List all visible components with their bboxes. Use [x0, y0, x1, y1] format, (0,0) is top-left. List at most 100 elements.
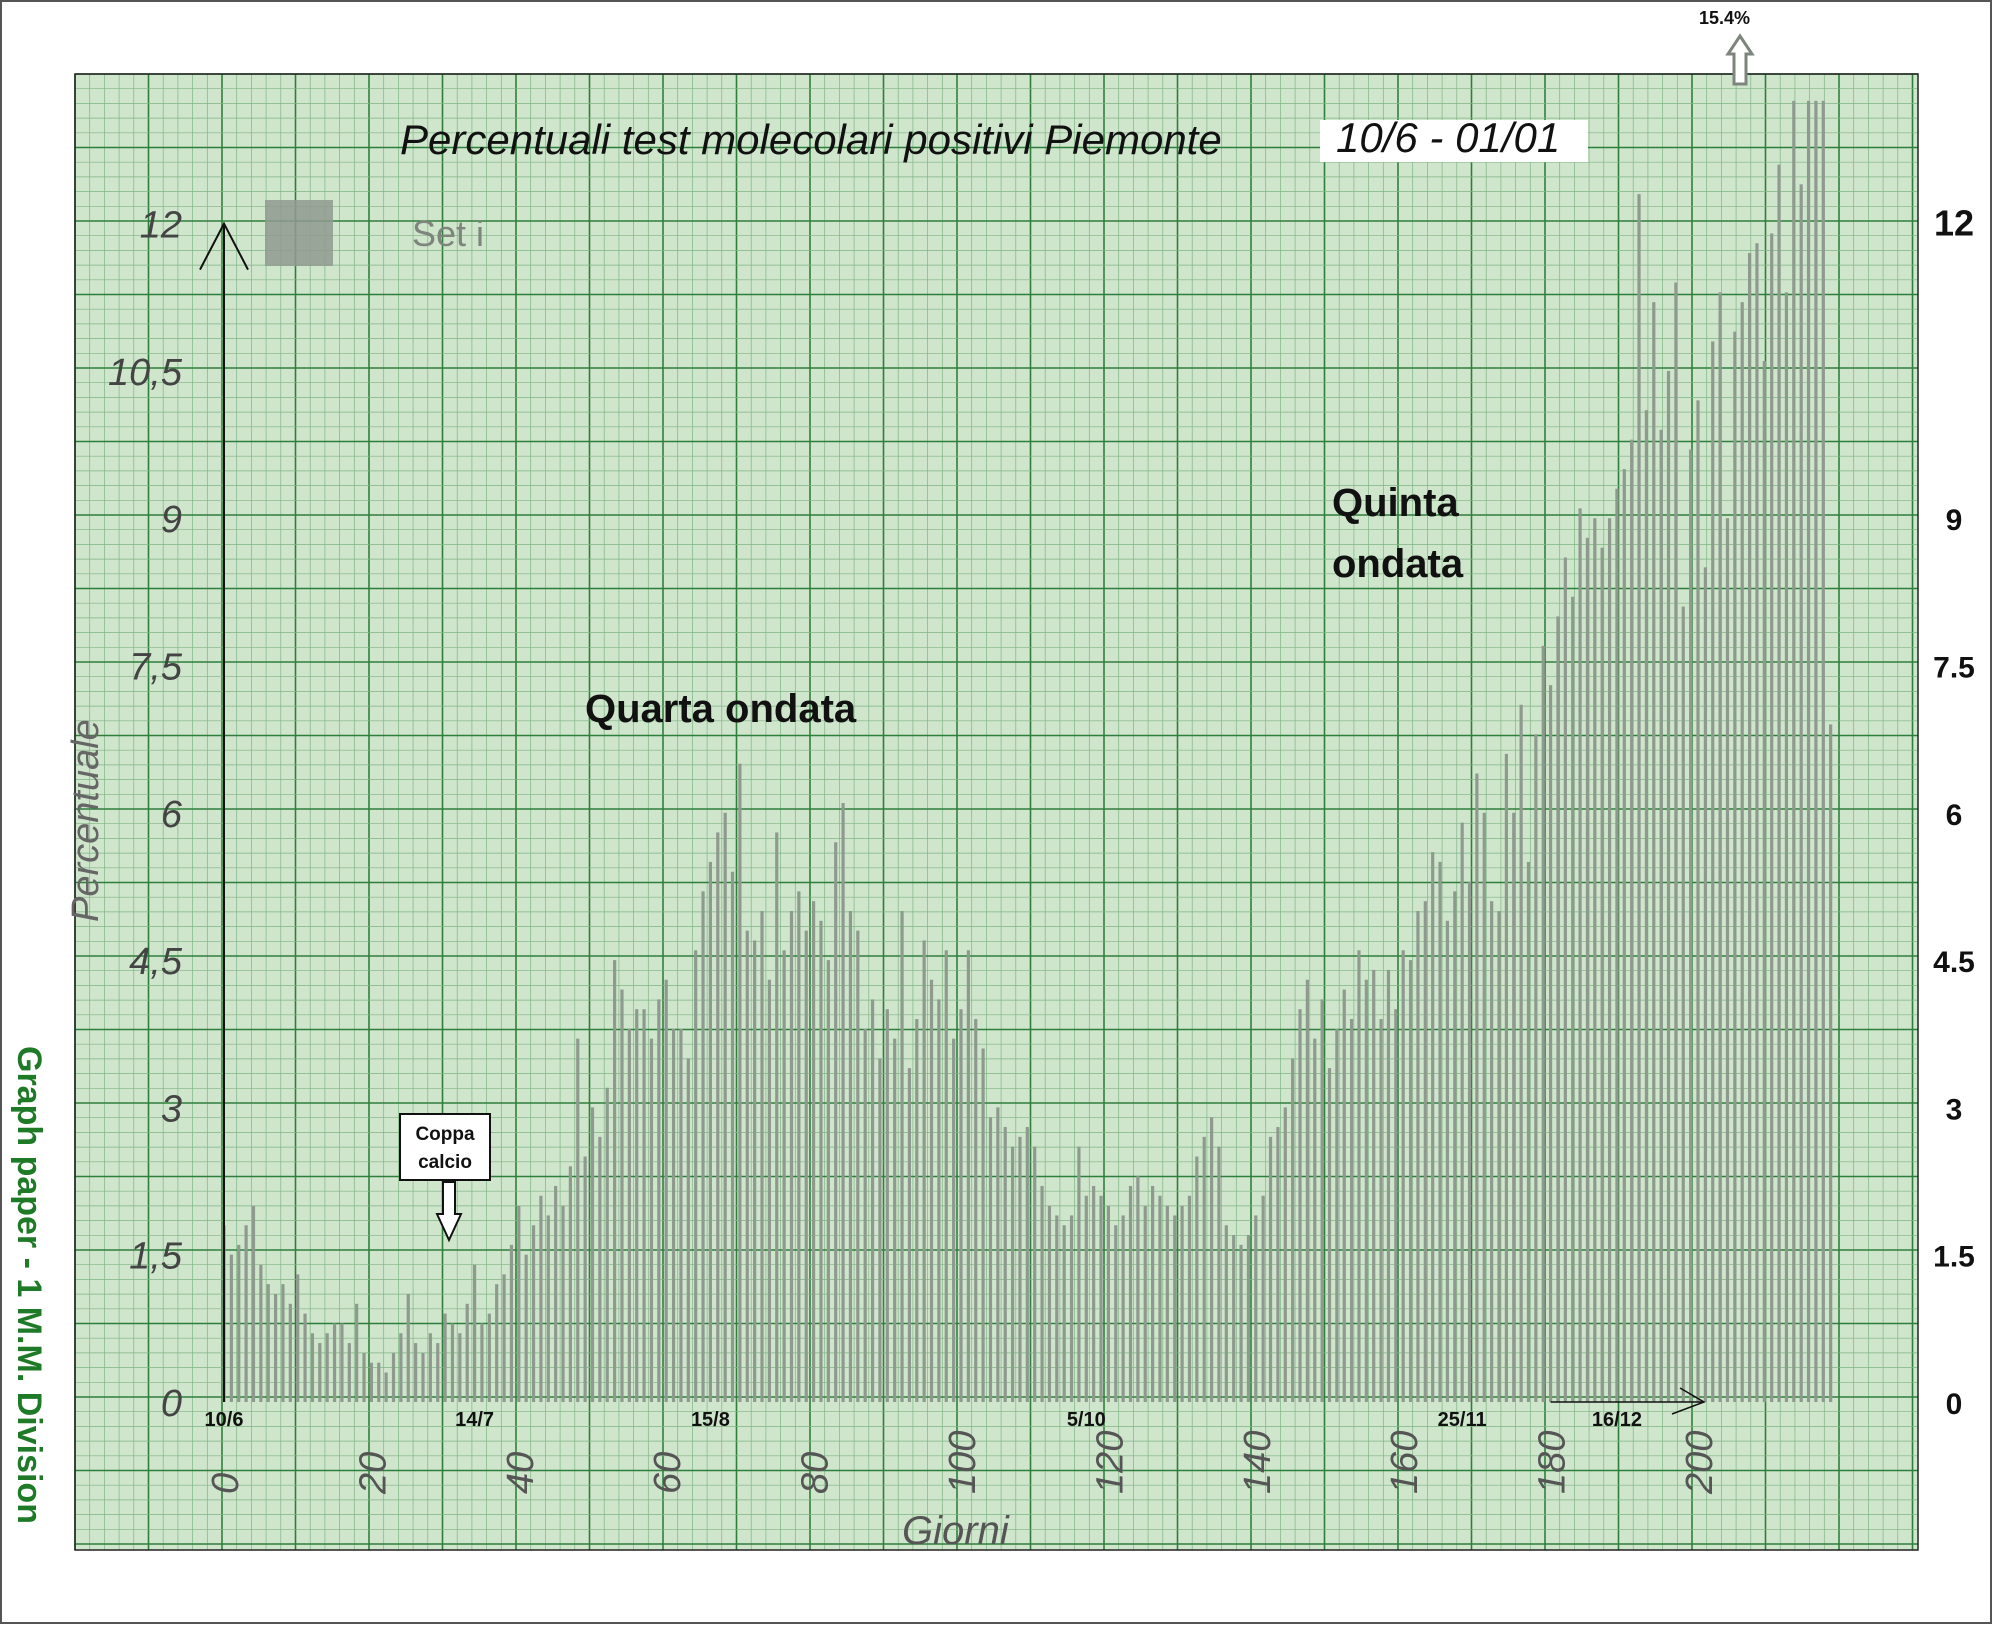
bar — [1814, 100, 1818, 1403]
bar — [399, 1333, 403, 1402]
y-tick-label-left: 9 — [161, 499, 182, 541]
bar — [1696, 400, 1700, 1402]
bar — [465, 1303, 469, 1402]
graph-paper-watermark: Graph paper - 1 M.M. Division — [10, 1046, 48, 1524]
bar — [1600, 547, 1604, 1402]
legend-swatch — [265, 200, 333, 266]
bar — [487, 1313, 491, 1402]
bar — [1092, 1185, 1096, 1402]
bar — [332, 1323, 337, 1402]
x-tick-label: 160 — [1384, 1431, 1426, 1494]
bar — [1283, 1107, 1287, 1402]
bar — [229, 1254, 233, 1402]
date-label: 16/12 — [1592, 1409, 1642, 1431]
bar — [1047, 1205, 1052, 1402]
y-tick-labels-left: 0 1,5 3 4,5 6 7,5 9 10,5 12 — [108, 205, 183, 1425]
y-tick-label-left: 4,5 — [129, 941, 183, 983]
bar — [406, 1293, 410, 1402]
y-tick-label-right: 1.5 — [1933, 1241, 1975, 1274]
bar — [583, 1156, 587, 1402]
bar — [1475, 773, 1479, 1402]
quinta-label-line2: ondata — [1332, 542, 1464, 586]
bar — [797, 891, 801, 1402]
bar — [966, 950, 970, 1402]
bar — [539, 1195, 543, 1402]
bar — [1674, 282, 1678, 1402]
bar — [1379, 1019, 1383, 1402]
date-label: 14/7 — [455, 1409, 494, 1431]
bar — [377, 1362, 381, 1402]
bar — [1128, 1185, 1133, 1402]
bar — [1622, 469, 1626, 1403]
bar — [1829, 724, 1833, 1402]
x-tick-label: 180 — [1532, 1431, 1574, 1494]
x-tick-label: 140 — [1237, 1431, 1279, 1494]
bar — [1637, 194, 1641, 1402]
x-tick-label: 20 — [352, 1452, 394, 1495]
bar — [524, 1254, 528, 1402]
bar — [929, 979, 934, 1402]
bar — [1018, 1136, 1022, 1402]
bar — [988, 1117, 993, 1402]
bar — [613, 960, 617, 1402]
bar — [812, 901, 816, 1402]
bar — [384, 1372, 388, 1402]
bar — [1541, 645, 1545, 1402]
bar — [244, 1225, 248, 1402]
bar — [664, 979, 668, 1402]
x-axis-arrow — [1550, 1387, 1706, 1415]
bar — [635, 1009, 639, 1402]
bar — [1062, 1225, 1066, 1402]
bar — [1350, 1019, 1354, 1402]
bar — [1136, 1176, 1140, 1402]
bar — [1725, 518, 1730, 1402]
bar — [863, 1028, 867, 1402]
bar — [325, 1333, 329, 1402]
bar — [922, 940, 926, 1402]
bar — [1313, 1038, 1317, 1402]
bar — [1644, 410, 1649, 1402]
bar — [369, 1362, 373, 1402]
bar — [237, 1244, 241, 1402]
bar — [1482, 812, 1486, 1402]
y-tick-label-left: 12 — [140, 205, 182, 247]
y-tick-label-left: 3 — [161, 1088, 182, 1130]
bar — [730, 871, 735, 1402]
bar — [480, 1323, 484, 1402]
bar — [340, 1323, 344, 1402]
coppa-box — [399, 1113, 491, 1181]
date-label: 25/11 — [1438, 1409, 1487, 1431]
y-tick-label-right: 12 — [1934, 203, 1974, 244]
y-tick-label-right: 7.5 — [1933, 652, 1975, 685]
bar — [1254, 1215, 1258, 1402]
bar — [1106, 1205, 1110, 1402]
date-labels: 10/6 14/7 15/8 5/10 25/11 16/12 — [205, 1409, 1642, 1431]
bar — [915, 1019, 919, 1402]
bar — [1305, 979, 1309, 1402]
bar — [694, 950, 698, 1402]
bar — [1342, 989, 1346, 1402]
bar — [671, 1028, 676, 1402]
bar — [450, 1323, 455, 1402]
bar — [1504, 753, 1508, 1402]
bar — [996, 1107, 1000, 1402]
x-tick-label: 120 — [1089, 1431, 1131, 1494]
bar — [1276, 1127, 1280, 1402]
bar — [1268, 1136, 1273, 1402]
bar — [1003, 1127, 1007, 1402]
bar — [598, 1136, 602, 1402]
bar — [745, 930, 749, 1402]
bar — [1010, 1146, 1015, 1402]
bar — [1740, 302, 1744, 1402]
bar — [576, 1038, 580, 1402]
bar — [642, 1009, 646, 1402]
bar — [1703, 567, 1707, 1402]
bar — [495, 1284, 499, 1402]
bar — [1423, 901, 1427, 1402]
bar — [701, 891, 705, 1402]
bar — [1490, 901, 1494, 1402]
bar — [767, 979, 771, 1402]
y-tick-label-left: 7,5 — [129, 647, 183, 689]
bar — [502, 1274, 506, 1402]
bar — [1121, 1215, 1125, 1402]
